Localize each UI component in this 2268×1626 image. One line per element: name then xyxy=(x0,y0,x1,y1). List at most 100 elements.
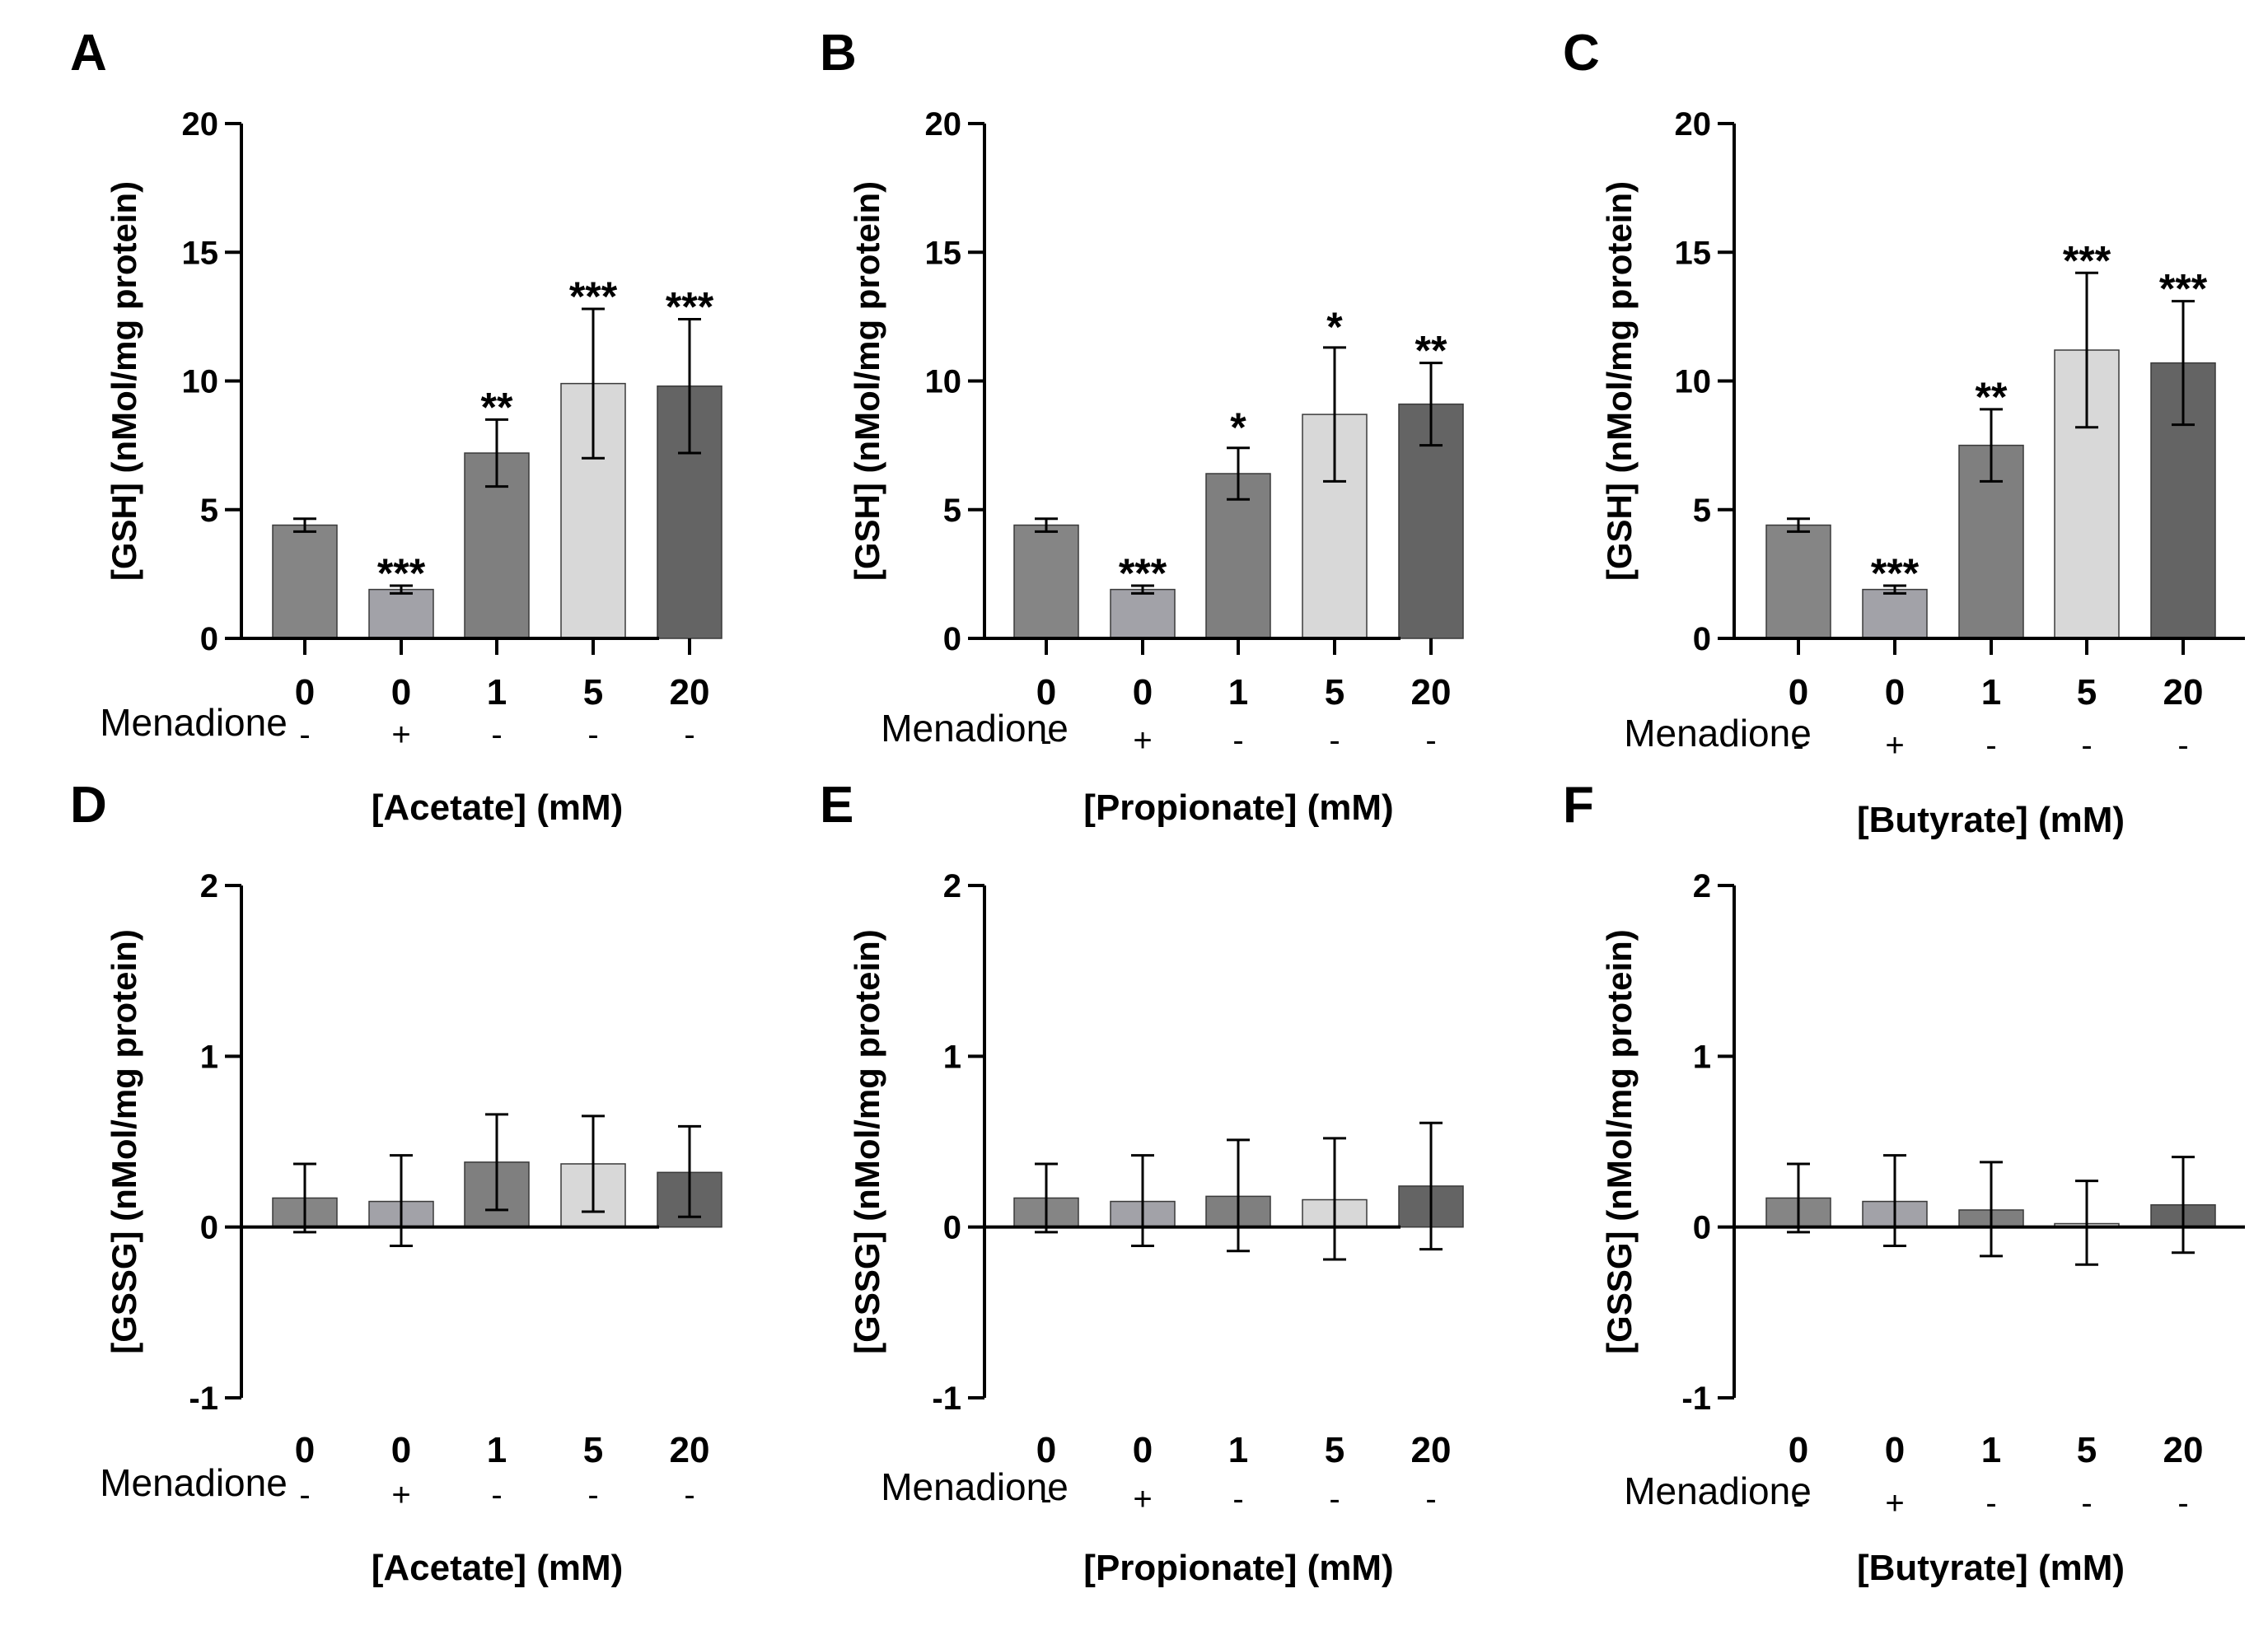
treatment-sign: + xyxy=(1133,1481,1152,1517)
y-tick-label: 0 xyxy=(200,1210,218,1246)
significance-label: *** xyxy=(2063,237,2111,283)
significance-label: ** xyxy=(1976,374,2008,420)
x-tick-label: 0 xyxy=(1036,1430,1056,1470)
treatment-sign: - xyxy=(1425,1481,1436,1517)
treatment-sign: - xyxy=(491,717,502,753)
y-tick-label: 20 xyxy=(925,106,962,143)
y-tick-label: 15 xyxy=(925,235,962,271)
bar xyxy=(1862,588,1928,639)
y-axis-label: [GSSG] (nMol/mg protein) xyxy=(848,929,886,1354)
panel-letter: F xyxy=(1563,777,1594,834)
treatment-sign: + xyxy=(1885,727,1904,764)
panel-e: E -1 0 1 2 [GSSG] (nMol/mg protein) 0 0 1 5 20 Mena… xyxy=(820,777,1464,1588)
y-tick-label: 0 xyxy=(943,1210,961,1246)
y-axis-label: [GSH] (nMol/mg protein) xyxy=(1600,181,1639,581)
y-tick-label: 2 xyxy=(1693,868,1711,904)
y-tick-label: 0 xyxy=(200,621,218,657)
y-tick-label: 5 xyxy=(943,493,961,529)
x-tick-label: 20 xyxy=(1411,1430,1452,1470)
bar xyxy=(1013,524,1079,639)
x-tick-label: 0 xyxy=(1789,1430,1808,1470)
y-axis-label: [GSH] (nMol/mg protein) xyxy=(105,181,143,581)
treatment-sign: + xyxy=(391,717,410,753)
x-axis-label: [Acetate] (mM) xyxy=(372,787,624,828)
x-tick-label: 5 xyxy=(2077,672,2097,713)
y-axis-label: [GSSG] (nMol/mg protein) xyxy=(105,929,143,1354)
treatment-name: Menadione xyxy=(100,1461,288,1504)
x-tick-label: 1 xyxy=(1981,672,2001,713)
significance-label: *** xyxy=(666,284,714,330)
x-tick-label: 0 xyxy=(1036,672,1056,713)
bar xyxy=(1205,473,1271,639)
x-tick-label: 1 xyxy=(487,1430,507,1470)
x-tick-label: 1 xyxy=(1981,1430,2001,1470)
x-tick-label: 1 xyxy=(1228,672,1248,713)
treatment-sign: - xyxy=(1232,722,1243,759)
x-tick-label: 0 xyxy=(295,672,315,713)
treatment-sign: + xyxy=(1885,1485,1904,1521)
bar xyxy=(1765,524,1831,639)
significance-label: *** xyxy=(569,273,618,320)
significance-label: *** xyxy=(1119,550,1167,596)
x-tick-label: 20 xyxy=(670,672,710,713)
treatment-sign: - xyxy=(2177,727,2188,764)
x-tick-label: 0 xyxy=(295,1430,315,1470)
x-tick-label: 20 xyxy=(2163,672,2204,713)
x-tick-label: 0 xyxy=(1885,1430,1905,1470)
treatment-sign: - xyxy=(1793,1485,1803,1521)
panel-letter: D xyxy=(70,777,107,834)
treatment-name: Menadione xyxy=(881,707,1069,750)
x-tick-label: 0 xyxy=(1133,672,1153,713)
treatment-name: Menadione xyxy=(1624,1469,1812,1512)
treatment-sign: - xyxy=(1329,722,1340,759)
x-tick-label: 20 xyxy=(1411,672,1452,713)
treatment-sign: - xyxy=(587,717,598,753)
panel-f: F -1 0 1 2 [GSSG] (nMol/mg protein) 0 0 1 5 20 Mena… xyxy=(1563,777,2245,1588)
treatment-sign: - xyxy=(1985,727,1996,764)
x-tick-label: 5 xyxy=(583,672,603,713)
treatment-sign: - xyxy=(684,717,694,753)
x-tick-label: 0 xyxy=(391,672,411,713)
x-tick-label: 0 xyxy=(1885,672,1905,713)
y-tick-label: 1 xyxy=(200,1039,218,1075)
treatment-sign: - xyxy=(1793,727,1803,764)
y-tick-label: 10 xyxy=(925,364,962,400)
x-tick-label: 0 xyxy=(391,1430,411,1470)
y-tick-label: 10 xyxy=(182,364,219,400)
y-tick-label: 1 xyxy=(943,1039,961,1075)
treatment-sign: - xyxy=(2081,727,2092,764)
significance-label: ** xyxy=(481,384,513,430)
treatment-sign: + xyxy=(391,1477,410,1513)
panel-letter: A xyxy=(70,25,107,82)
panel-d: D -1 0 1 2 [GSSG] (nMol/mg protein) 0 0 1 5 20 Mena… xyxy=(70,777,722,1588)
y-axis-label: [GSSG] (nMol/mg protein) xyxy=(1600,929,1639,1354)
panel-letter: E xyxy=(820,777,853,834)
x-tick-label: 5 xyxy=(1325,1430,1344,1470)
x-tick-label: 1 xyxy=(487,672,507,713)
treatment-sign: - xyxy=(2081,1485,2092,1521)
x-tick-label: 5 xyxy=(1325,672,1344,713)
treatment-sign: - xyxy=(1040,1481,1051,1517)
treatment-sign: - xyxy=(1232,1481,1243,1517)
x-axis-label: [Propionate] (mM) xyxy=(1083,1548,1393,1588)
bar xyxy=(368,588,434,639)
panel-letter: C xyxy=(1563,25,1600,82)
treatment-name: Menadione xyxy=(100,701,288,744)
x-tick-label: 20 xyxy=(670,1430,710,1470)
x-tick-label: 20 xyxy=(2163,1430,2204,1470)
treatment-sign: - xyxy=(1425,722,1436,759)
treatment-sign: - xyxy=(299,717,310,753)
y-tick-label: 5 xyxy=(1693,493,1711,529)
y-tick-label: -1 xyxy=(932,1381,961,1417)
treatment-sign: - xyxy=(2177,1485,2188,1521)
y-axis-label: [GSH] (nMol/mg protein) xyxy=(848,181,886,581)
y-tick-label: 2 xyxy=(200,868,218,904)
y-tick-label: -1 xyxy=(189,1381,218,1417)
y-tick-label: 0 xyxy=(1693,1210,1711,1246)
significance-label: *** xyxy=(1871,550,1920,596)
significance-label: ** xyxy=(1415,328,1447,374)
treatment-sign: - xyxy=(1329,1481,1340,1517)
treatment-sign: + xyxy=(1133,722,1152,759)
